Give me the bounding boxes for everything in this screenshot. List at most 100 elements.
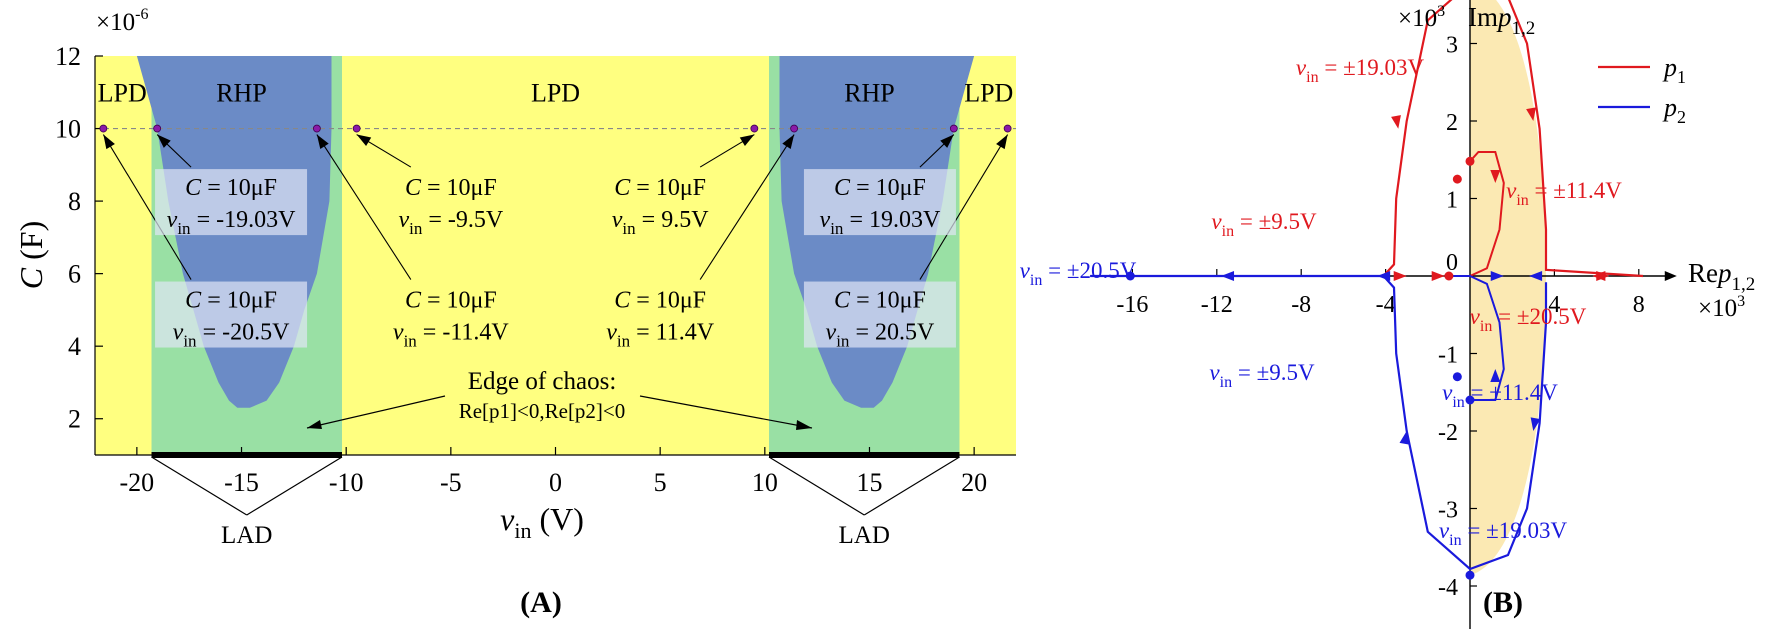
data-points (99, 124, 1012, 133)
x-tick-label: 15 (856, 468, 882, 497)
region-label-lpd: LPD (531, 78, 580, 107)
pole-annotation: vin = ±9.5V (1211, 209, 1317, 240)
region-label-rhp: RHP (844, 78, 895, 107)
annotation-vin-label: vin = -19.03V (167, 207, 296, 238)
annotation-c-label: C = 10μF (614, 175, 706, 201)
annotation-c-label: C = 10μF (834, 175, 926, 201)
pole-annotation: vin = ±20.5V (1020, 258, 1137, 289)
y-tick-label: -4 (1438, 575, 1458, 601)
annotation-arrow (316, 134, 412, 280)
pole-annotation: vin = ±19.03V (1296, 55, 1425, 86)
annotation-arrowhead (940, 134, 954, 148)
p2-inner-locus (1448, 275, 1505, 401)
eoc-arrowhead-left (307, 420, 322, 429)
annotation-arrowhead (157, 134, 171, 148)
annotation-c-label: C = 10μF (834, 288, 926, 314)
pole-marker (1465, 395, 1475, 405)
region-labels: LPD RHP LPD RHP LPD (98, 78, 1014, 107)
direction-arrow (1399, 431, 1410, 445)
annotation-vin-label: vin = 19.03V (820, 207, 941, 238)
annotation-arrows (102, 134, 1009, 280)
region-label-lpd: LPD (964, 78, 1013, 107)
annotation-arrowhead (996, 134, 1008, 150)
annotation-vin-label: vin = 9.5V (612, 207, 709, 238)
x-tick-label: -15 (224, 468, 259, 497)
y-axis-label: C (F) (13, 221, 49, 289)
direction-arrow (1221, 271, 1235, 281)
lad-bars: LAD LAD (151, 452, 960, 549)
lad-bracket (151, 456, 248, 516)
legend-label-p1: p1 (1662, 53, 1686, 87)
annotation-arrowhead (782, 134, 795, 150)
direction-arrow (1596, 271, 1610, 281)
x-ticks: -20 -15 -10 -5 0 5 10 15 20 (120, 447, 987, 497)
x-axis-arrowhead (1664, 271, 1677, 281)
y-tick-label: -1 (1438, 343, 1458, 369)
panel-b-label: (B) (1483, 586, 1523, 619)
annotation-box (803, 169, 956, 236)
right-half-shaded-region (1470, 0, 1546, 576)
eoc-arrow-left (306, 395, 446, 429)
x-tick-label: 4 (1548, 292, 1560, 318)
p1-outer-locus (1382, 0, 1644, 278)
annotation-c-label: C = 10μF (405, 175, 497, 201)
annotation-box (155, 169, 308, 236)
annotation-arrow (919, 134, 1009, 280)
y-tick-label: 3 (1446, 33, 1458, 59)
pole-annotation: vin = ±11.4V (1442, 380, 1558, 411)
region-label-rhp: RHP (216, 78, 267, 107)
direction-arrow (1529, 271, 1543, 281)
pole-marker (1452, 372, 1462, 382)
legend-label-p2: p2 (1662, 93, 1686, 127)
annotation-arrowhead (316, 134, 329, 150)
edge-of-chaos-condition: Re[p1]<0,Re[p2]<0 (459, 399, 626, 423)
operating-point (949, 124, 958, 133)
region-label-lpd: LPD (98, 78, 147, 107)
pole-marker (1444, 271, 1454, 281)
annotations: C = 10μF vin = -19.03V C = 10μF vin = -20.5… (155, 169, 956, 351)
y-tick-label: 6 (68, 260, 81, 289)
p2-outer-locus (1090, 274, 1548, 571)
x-tick-label: -16 (1116, 292, 1148, 318)
y-tick-label: 2 (68, 405, 81, 434)
x-tick-label: 0 (549, 468, 562, 497)
y-axis-label: Imp1,2 (1468, 2, 1535, 39)
annotation-box (803, 281, 956, 348)
panel-a-label: (A) (520, 586, 562, 619)
annotation-arrow (699, 134, 795, 280)
origin-label: 0 (1446, 250, 1458, 276)
lad-label: LAD (839, 522, 890, 549)
y-tick-label: 12 (55, 42, 81, 71)
eoc-arrowhead-right (796, 420, 812, 430)
y-tick-label: -2 (1438, 420, 1458, 446)
x-tick-label: -5 (440, 468, 462, 497)
pole-annotation: vin = ±9.5V (1209, 360, 1315, 391)
x-tick-label: 10 (752, 468, 778, 497)
annotation-arrow (102, 134, 192, 280)
operating-point (153, 124, 162, 133)
lad-label: LAD (221, 522, 272, 549)
direction-arrow (1431, 271, 1445, 281)
x-tick-label: -4 (1376, 292, 1396, 318)
direction-arrow (1490, 369, 1501, 382)
operating-point (99, 124, 108, 133)
pole-marker (1452, 174, 1462, 184)
direction-arrow (1391, 115, 1401, 129)
annotation-vin-label: vin = -20.5V (173, 320, 290, 351)
annotation-c-label: C = 10μF (185, 288, 277, 314)
direction-arrow (1490, 170, 1501, 183)
panel-a: 2 4 6 8 10 12 -20 -15 -10 -5 0 5 10 15 20 ×10-6 vin (… (13, 6, 1016, 619)
operating-point (750, 124, 759, 133)
ticks: -16-12-8-4484321-1-2-3-40 (1116, 33, 1644, 602)
annotation-vin-label: vin = 20.5V (826, 320, 935, 351)
operating-point (352, 124, 361, 133)
operating-point (790, 124, 799, 133)
x-tick-label: -8 (1291, 292, 1311, 318)
annotations: vin = ±19.03V vin = ±11.4V vin = ±9.5V vin … (1020, 55, 1623, 549)
x-tick-label: -20 (120, 468, 155, 497)
annotation-box (155, 281, 308, 348)
annotation-vin-label: vin = -9.5V (398, 207, 503, 238)
operating-point (1003, 124, 1012, 133)
pole-marker (1465, 570, 1475, 580)
legend: p1 p2 (1598, 53, 1686, 127)
